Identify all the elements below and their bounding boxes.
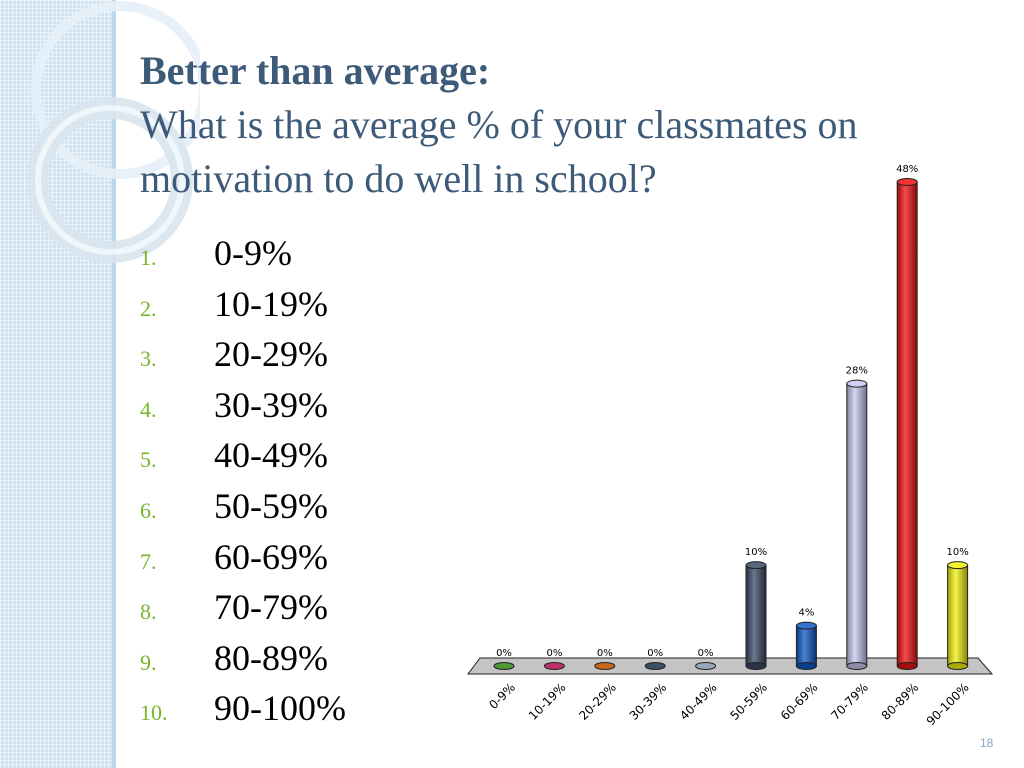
category-label: 20-29% (576, 680, 619, 723)
list-item: 10. 90-100% (140, 687, 346, 738)
category-label: 0-9% (486, 680, 518, 712)
answer-options-list: 1. 0-9% 2. 10-19% 3. 20-29% 4. 30-39% 5. 40-4… (140, 232, 346, 738)
list-item: 1. 0-9% (140, 232, 346, 283)
list-item: 6. 50-59% (140, 485, 346, 536)
option-label: 70-79% (214, 587, 328, 628)
option-label: 30-39% (214, 384, 328, 425)
bar-50-59% (745, 564, 767, 667)
category-label: 10-19% (526, 680, 569, 723)
category-label: 80-89% (879, 680, 922, 723)
bar-top (947, 561, 969, 570)
data-label: 0% (647, 648, 663, 659)
title-question-line-1: What is the average % of your classmates… (140, 102, 858, 147)
bar-base (745, 662, 767, 670)
title-bold: Better than average: (140, 48, 491, 93)
option-number: 6. (140, 497, 157, 523)
data-label: 10% (745, 547, 767, 558)
option-number: 2. (140, 295, 157, 321)
bar-base (795, 662, 817, 670)
data-label: 10% (946, 547, 968, 558)
bar-20-29% (594, 662, 616, 670)
list-item: 2. 10-19% (140, 283, 346, 334)
list-item: 3. 20-29% (140, 333, 346, 384)
option-label: 90-100% (214, 688, 346, 729)
list-item: 5. 40-49% (140, 434, 346, 485)
bar-40-49% (695, 662, 717, 670)
bar-top (795, 621, 817, 630)
bar-0-9% (493, 662, 515, 670)
option-number: 8. (140, 599, 157, 625)
decorative-rings (27, 1, 200, 263)
bar-base (846, 662, 868, 670)
bar-10-19% (543, 662, 565, 670)
page-number: 18 (980, 736, 994, 750)
list-item: 4. 30-39% (140, 384, 346, 435)
bar-80-89% (896, 181, 918, 667)
bar-90-100% (947, 564, 969, 667)
category-label: 30-39% (627, 680, 670, 723)
option-number: 3. (140, 346, 157, 372)
bar-top (896, 178, 918, 186)
option-label: 10-19% (214, 283, 328, 324)
bar-top (846, 379, 868, 388)
data-label: 0% (496, 648, 512, 659)
option-label: 60-69% (214, 536, 328, 577)
option-number: 9. (140, 649, 157, 675)
data-label: 0% (698, 648, 714, 659)
option-label: 50-59% (214, 485, 328, 526)
bar-70-79% (846, 383, 868, 667)
bar-top (745, 561, 767, 570)
option-label: 0-9% (214, 233, 292, 273)
option-number: 7. (140, 548, 157, 574)
list-item: 8. 70-79% (140, 586, 346, 637)
bar-base (947, 662, 969, 670)
bar-60-69% (795, 625, 817, 667)
slide-title: Better than average: What is the average… (140, 44, 990, 206)
option-number: 1. (140, 245, 157, 270)
option-label: 80-89% (214, 637, 328, 678)
bar-30-39% (644, 662, 666, 670)
results-chart: 0% 0-9% 0% 10-19% 0% 20-29% 0% 30-39% 0% 40-49% 10… (467, 164, 994, 728)
option-label: 40-49% (214, 435, 328, 476)
option-number: 5. (140, 447, 157, 473)
bar-base (896, 662, 918, 670)
data-label: 0% (546, 648, 562, 659)
list-item: 7. 60-69% (140, 536, 346, 587)
list-item: 9. 80-89% (140, 637, 346, 688)
category-label: 40-49% (677, 680, 720, 723)
data-label: 0% (597, 648, 613, 659)
category-label: 60-69% (778, 680, 821, 723)
title-question-line-2: motivation to do well in school? (140, 156, 657, 201)
option-number: 4. (140, 396, 157, 422)
data-label: 28% (846, 366, 868, 377)
category-label: 50-59% (727, 680, 770, 723)
category-label: 70-79% (828, 680, 871, 723)
category-label: 90-100% (924, 680, 972, 728)
data-label: 4% (798, 608, 814, 619)
option-label: 20-29% (214, 334, 328, 375)
sidebar-edge (112, 0, 116, 768)
option-number: 10. (140, 700, 168, 726)
data-label: 48% (896, 164, 918, 175)
